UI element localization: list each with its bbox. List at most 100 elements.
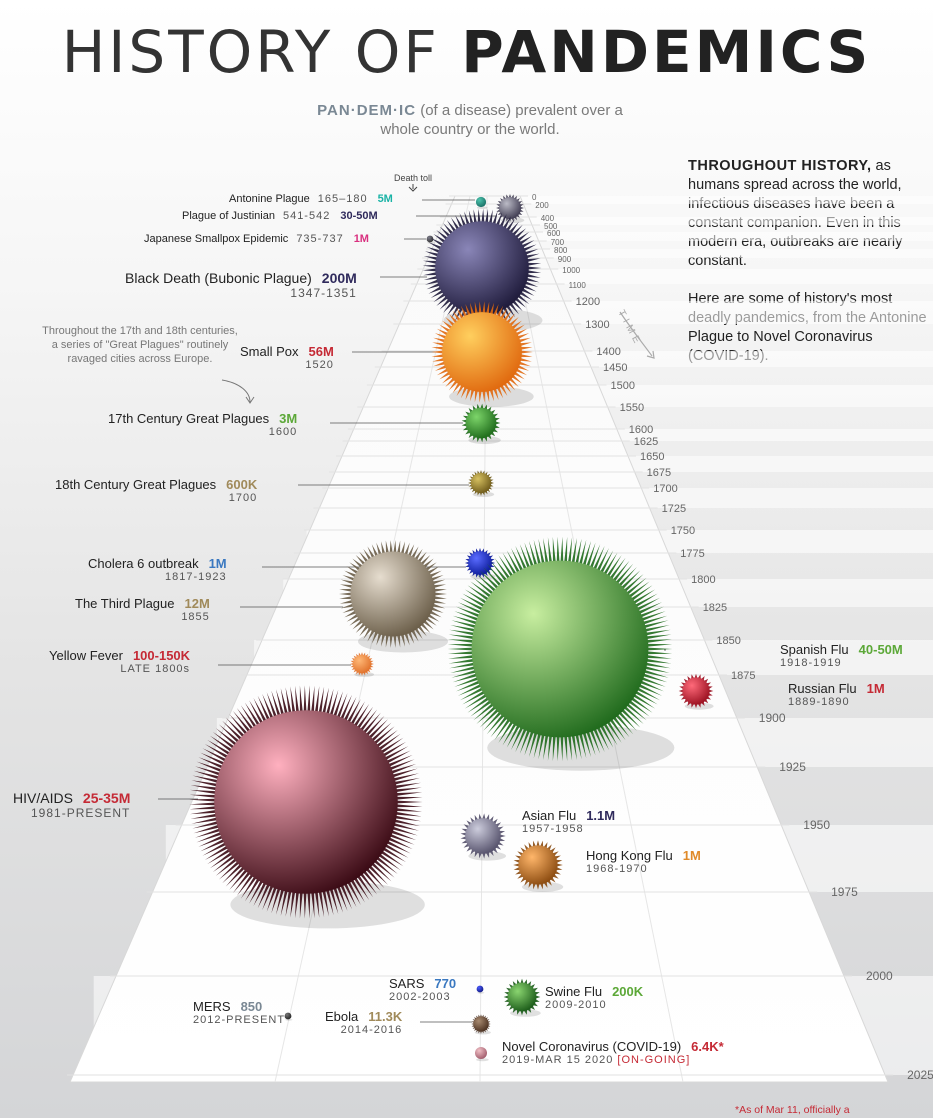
pandemic-label: The Third Plague 12M 1855	[75, 596, 210, 623]
footnote: *As of Mar 11, officially a	[735, 1104, 850, 1116]
pandemic-label: Yellow Fever 100-150K LATE 1800s	[49, 648, 190, 675]
pandemic-toll: 5M	[377, 193, 393, 205]
pandemic-label: Japanese Smallpox Epidemic 735-737 1M	[144, 233, 369, 245]
pandemic-label: 18th Century Great Plagues 600K 1700	[55, 477, 257, 504]
pandemic-dates: 1957-1958	[522, 823, 584, 835]
pandemic-name: 17th Century Great Plagues	[108, 411, 270, 426]
pandemic-name: Asian Flu	[522, 808, 577, 823]
year-tick-label: 1200	[576, 296, 600, 308]
pandemic-label: Asian Flu 1.1M 1957-1958	[522, 808, 615, 835]
year-tick-label: 600	[547, 229, 561, 238]
status-badge: [ON-GOING]	[617, 1054, 691, 1066]
year-tick-label: 1925	[779, 760, 806, 774]
pandemic-dates: LATE 1800s	[120, 663, 191, 675]
pandemic-ball	[496, 194, 524, 222]
year-tick-label: 1800	[691, 574, 715, 586]
year-tick-label: 800	[554, 246, 568, 255]
pandemic-name: Plague of Justinian	[182, 210, 275, 222]
year-tick-label: 200	[535, 201, 549, 210]
year-tick-label: 1600	[629, 424, 653, 436]
title-part1: HISTORY OF	[61, 18, 462, 86]
pandemic-label: Novel Coronavirus (COVID-19) 6.4K* 2019-MA…	[502, 1039, 724, 1066]
pandemic-toll: 12M	[184, 596, 210, 611]
pandemic-toll: 100-150K	[132, 648, 191, 663]
pandemic-toll: 40-50M	[858, 642, 903, 657]
pandemic-label: Swine Flu 200K 2009-2010	[545, 984, 643, 1011]
definition-text: (of a disease) prevalent over a whole co…	[380, 102, 623, 138]
pandemic-dates: 1520	[305, 359, 334, 371]
pandemic-name: SARS	[389, 976, 425, 991]
great-plagues-note: Throughout the 17th and 18th centuries, …	[42, 325, 238, 365]
pandemic-ball	[447, 536, 673, 762]
pandemic-label: HIV/AIDS 25-35M 1981-PRESENT	[13, 790, 130, 820]
pandemic-name: 18th Century Great Plagues	[55, 477, 217, 492]
pandemic-label: SARS 770 2002-2003	[389, 976, 456, 1003]
pandemic-ball	[678, 673, 714, 709]
pandemic-label: MERS 850 2012-PRESENT	[193, 999, 285, 1026]
pandemic-ball	[460, 813, 506, 859]
year-tick-label: 2000	[866, 969, 893, 983]
title-part2: PANDEMICS	[461, 18, 872, 86]
pandemic-name: The Third Plague	[75, 596, 175, 611]
year-tick-label: 1725	[662, 503, 686, 515]
year-tick-label: 900	[558, 255, 572, 264]
year-tick-label: 2025	[907, 1068, 933, 1082]
year-tick-label: 1875	[731, 670, 755, 682]
pandemic-ball	[468, 470, 494, 496]
pandemic-name: Black Death (Bubonic Plague)	[125, 270, 312, 286]
pandemic-dates: 1918-1919	[780, 657, 842, 669]
pandemic-label: Ebola 11.3K 2014-2016	[325, 1009, 402, 1036]
pandemic-name: HIV/AIDS	[13, 790, 73, 806]
pandemic-name: Yellow Fever	[49, 648, 123, 663]
pandemic-toll: 11.3K	[368, 1009, 403, 1024]
pandemic-toll: 1M	[866, 681, 885, 696]
pandemic-toll: 850	[240, 999, 263, 1014]
pandemic-ball	[503, 978, 541, 1016]
pandemic-dates: 2014-2016	[340, 1024, 403, 1036]
pandemic-dates: 2012-PRESENT	[193, 1014, 286, 1026]
year-tick-label: 1550	[620, 402, 644, 414]
year-tick-label: 1500	[611, 380, 635, 392]
pandemic-name: Russian Flu	[788, 681, 857, 696]
pandemic-toll: 1M	[682, 848, 701, 863]
pandemic-ball	[464, 547, 496, 579]
pandemic-ball	[431, 301, 533, 403]
pandemic-ball	[461, 403, 501, 443]
pandemic-ball	[476, 985, 484, 993]
pandemic-name: Japanese Smallpox Epidemic	[144, 233, 289, 245]
pandemic-label: Black Death (Bubonic Plague) 200M 1347-135…	[125, 270, 357, 300]
year-tick-label: 1900	[759, 711, 786, 725]
pandemic-dates: 1700	[228, 492, 258, 504]
year-tick-label: 1450	[603, 362, 627, 374]
pandemic-dates: 1889-1890	[788, 696, 850, 708]
year-tick-label: 1750	[671, 525, 695, 537]
pandemic-ball	[284, 1012, 292, 1020]
year-tick-label: 1700	[653, 483, 677, 495]
year-tick-label: 500	[544, 222, 558, 231]
pandemic-label: Russian Flu 1M 1889-1890	[788, 681, 885, 708]
year-tick-label: 1825	[703, 602, 727, 614]
pandemic-name: Small Pox	[240, 344, 299, 359]
pandemic-dates: 2002-2003	[389, 991, 451, 1003]
pandemic-toll: 3M	[279, 411, 298, 426]
pandemic-name: Hong Kong Flu	[586, 848, 673, 863]
pandemic-dates: 1855	[181, 611, 210, 623]
pandemic-toll: 200M	[321, 270, 357, 286]
pandemic-toll: 770	[434, 976, 457, 991]
pandemic-name: Novel Coronavirus (COVID-19)	[502, 1039, 682, 1054]
pandemic-dates: 1600	[268, 426, 298, 438]
pandemic-toll: 1M	[353, 233, 369, 245]
year-tick-label: 1775	[680, 548, 704, 560]
pandemic-label: 17th Century Great Plagues 3M 1600	[108, 411, 297, 438]
pandemic-toll: 1M	[208, 556, 227, 571]
intro-lead: THROUGHOUT HISTORY,	[688, 158, 872, 174]
year-tick-label: 1400	[596, 346, 620, 358]
pandemic-name: MERS	[193, 999, 231, 1014]
pandemic-toll: 6.4K*	[691, 1039, 724, 1054]
year-tick-label: 1100	[569, 281, 587, 290]
pandemic-toll: 200K	[612, 984, 644, 999]
pandemic-dates: 1981-PRESENT	[31, 806, 131, 820]
pandemic-label: Small Pox 56M 1520	[240, 344, 334, 371]
year-tick-label: 1975	[831, 885, 858, 899]
year-tick-label: 0	[532, 193, 537, 202]
